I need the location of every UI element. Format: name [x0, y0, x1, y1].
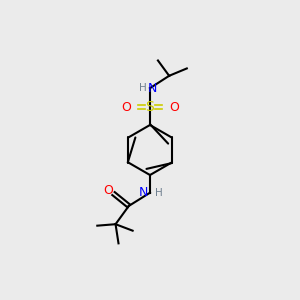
Text: N: N: [148, 82, 157, 95]
Text: O: O: [103, 184, 113, 196]
Text: N: N: [139, 186, 148, 199]
Text: H: H: [155, 188, 163, 198]
Text: O: O: [169, 101, 179, 114]
Text: O: O: [121, 101, 131, 114]
Text: H: H: [139, 83, 146, 93]
Text: S: S: [146, 100, 154, 114]
